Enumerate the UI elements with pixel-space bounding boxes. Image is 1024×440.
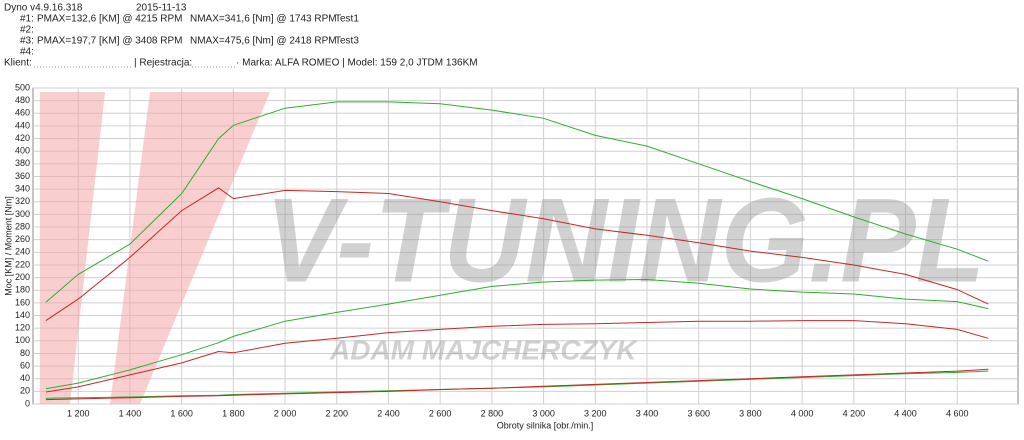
series-line	[45, 278, 989, 390]
y-tick-label: 240	[15, 247, 30, 257]
y-tick-label: 160	[15, 297, 30, 307]
y-tick-label: 260	[15, 234, 30, 244]
x-tick-label: 1 400	[119, 408, 142, 418]
x-tick-label: 1 200	[67, 408, 90, 418]
y-tick-label: 480	[15, 95, 30, 105]
vehicle: · Marka: ALFA ROMEO | Model: 159 2,0 JTD…	[236, 58, 478, 69]
run-nmax: NMAX=475,6 [Nm] @ 2418 RPM	[190, 36, 337, 47]
y-tick-label: 220	[15, 259, 30, 269]
y-axis-title: Moc [KM] / Moment [Nm]	[3, 196, 13, 296]
y-tick-label: 120	[15, 323, 30, 333]
client-label: Klient:	[4, 58, 32, 69]
y-tick-label: 460	[15, 108, 30, 118]
y-tick-label: 440	[15, 120, 30, 130]
date: 2015-11-13	[136, 3, 187, 14]
y-tick-label: 280	[15, 221, 30, 231]
y-tick-label: 60	[20, 360, 30, 370]
series-line	[45, 368, 989, 401]
registration-label: | Rejestracja:	[134, 58, 192, 69]
x-tick-label: 4 400	[894, 408, 917, 418]
x-tick-label: 4 000	[791, 408, 814, 418]
run-id: #4:	[20, 47, 34, 58]
y-tick-label: 0	[25, 398, 30, 408]
x-tick-label: 3 600	[687, 408, 710, 418]
x-tick-label: 2 200	[326, 408, 349, 418]
x-tick-label: 4 600	[946, 408, 969, 418]
run-id: #1:	[20, 14, 34, 25]
x-tick-label: 2 000	[274, 408, 297, 418]
y-tick-label: 360	[15, 171, 30, 181]
y-tick-label: 400	[15, 146, 30, 156]
x-tick-label: 1 600	[170, 408, 193, 418]
y-tick-label: 200	[15, 272, 30, 282]
y-tick-label: 420	[15, 133, 30, 143]
version: Dyno v4.9.16.318	[4, 3, 83, 14]
y-tick-label: 380	[15, 158, 30, 168]
run-id: #2:	[20, 25, 34, 36]
x-tick-label: 3 800	[739, 408, 762, 418]
lines	[45, 101, 989, 401]
x-tick-label: 2 400	[377, 408, 400, 418]
y-tick-label: 320	[15, 196, 30, 206]
run-nmax: NMAX=341,6 [Nm] @ 1743 RPM	[190, 14, 337, 25]
y-tick-label: 500	[15, 82, 30, 92]
x-tick-label: 1 800	[222, 408, 245, 418]
run-name: Test3	[335, 36, 359, 47]
run-pmax: PMAX=132,6 [KM] @ 4215 RPM	[37, 14, 183, 25]
x-tick-label: 4 200	[843, 408, 866, 418]
y-tick-label: 180	[15, 285, 30, 295]
run-id: #3:	[20, 36, 34, 47]
series-line	[45, 320, 989, 393]
y-tick-label: 20	[20, 386, 30, 396]
y-tick-label: 100	[15, 335, 30, 345]
run-pmax: PMAX=197,7 [KM] @ 3408 RPM	[37, 36, 183, 47]
series-line	[45, 101, 989, 303]
watermark-shape	[40, 92, 105, 404]
run-name: Test1	[335, 14, 359, 25]
y-tick-label: 40	[20, 373, 30, 383]
x-tick-label: 3 000	[532, 408, 555, 418]
series-line	[45, 187, 989, 322]
y-tick-label: 340	[15, 183, 30, 193]
y-tick-label: 300	[15, 209, 30, 219]
watermark: V-TUNING.PL	[265, 174, 985, 308]
watermark-shape	[110, 92, 270, 404]
x-tick-label: 2 800	[481, 408, 504, 418]
y-tick-label: 140	[15, 310, 30, 320]
x-tick-label: 3 200	[584, 408, 607, 418]
y-tick-label: 80	[20, 348, 30, 358]
x-axis-title: Obroty silnika [obr./min.]	[497, 420, 594, 430]
watermark-sub: ADAM MAJCHERCZYK	[329, 334, 638, 365]
x-tick-label: 3 400	[636, 408, 659, 418]
x-tick-label: 2 600	[429, 408, 452, 418]
